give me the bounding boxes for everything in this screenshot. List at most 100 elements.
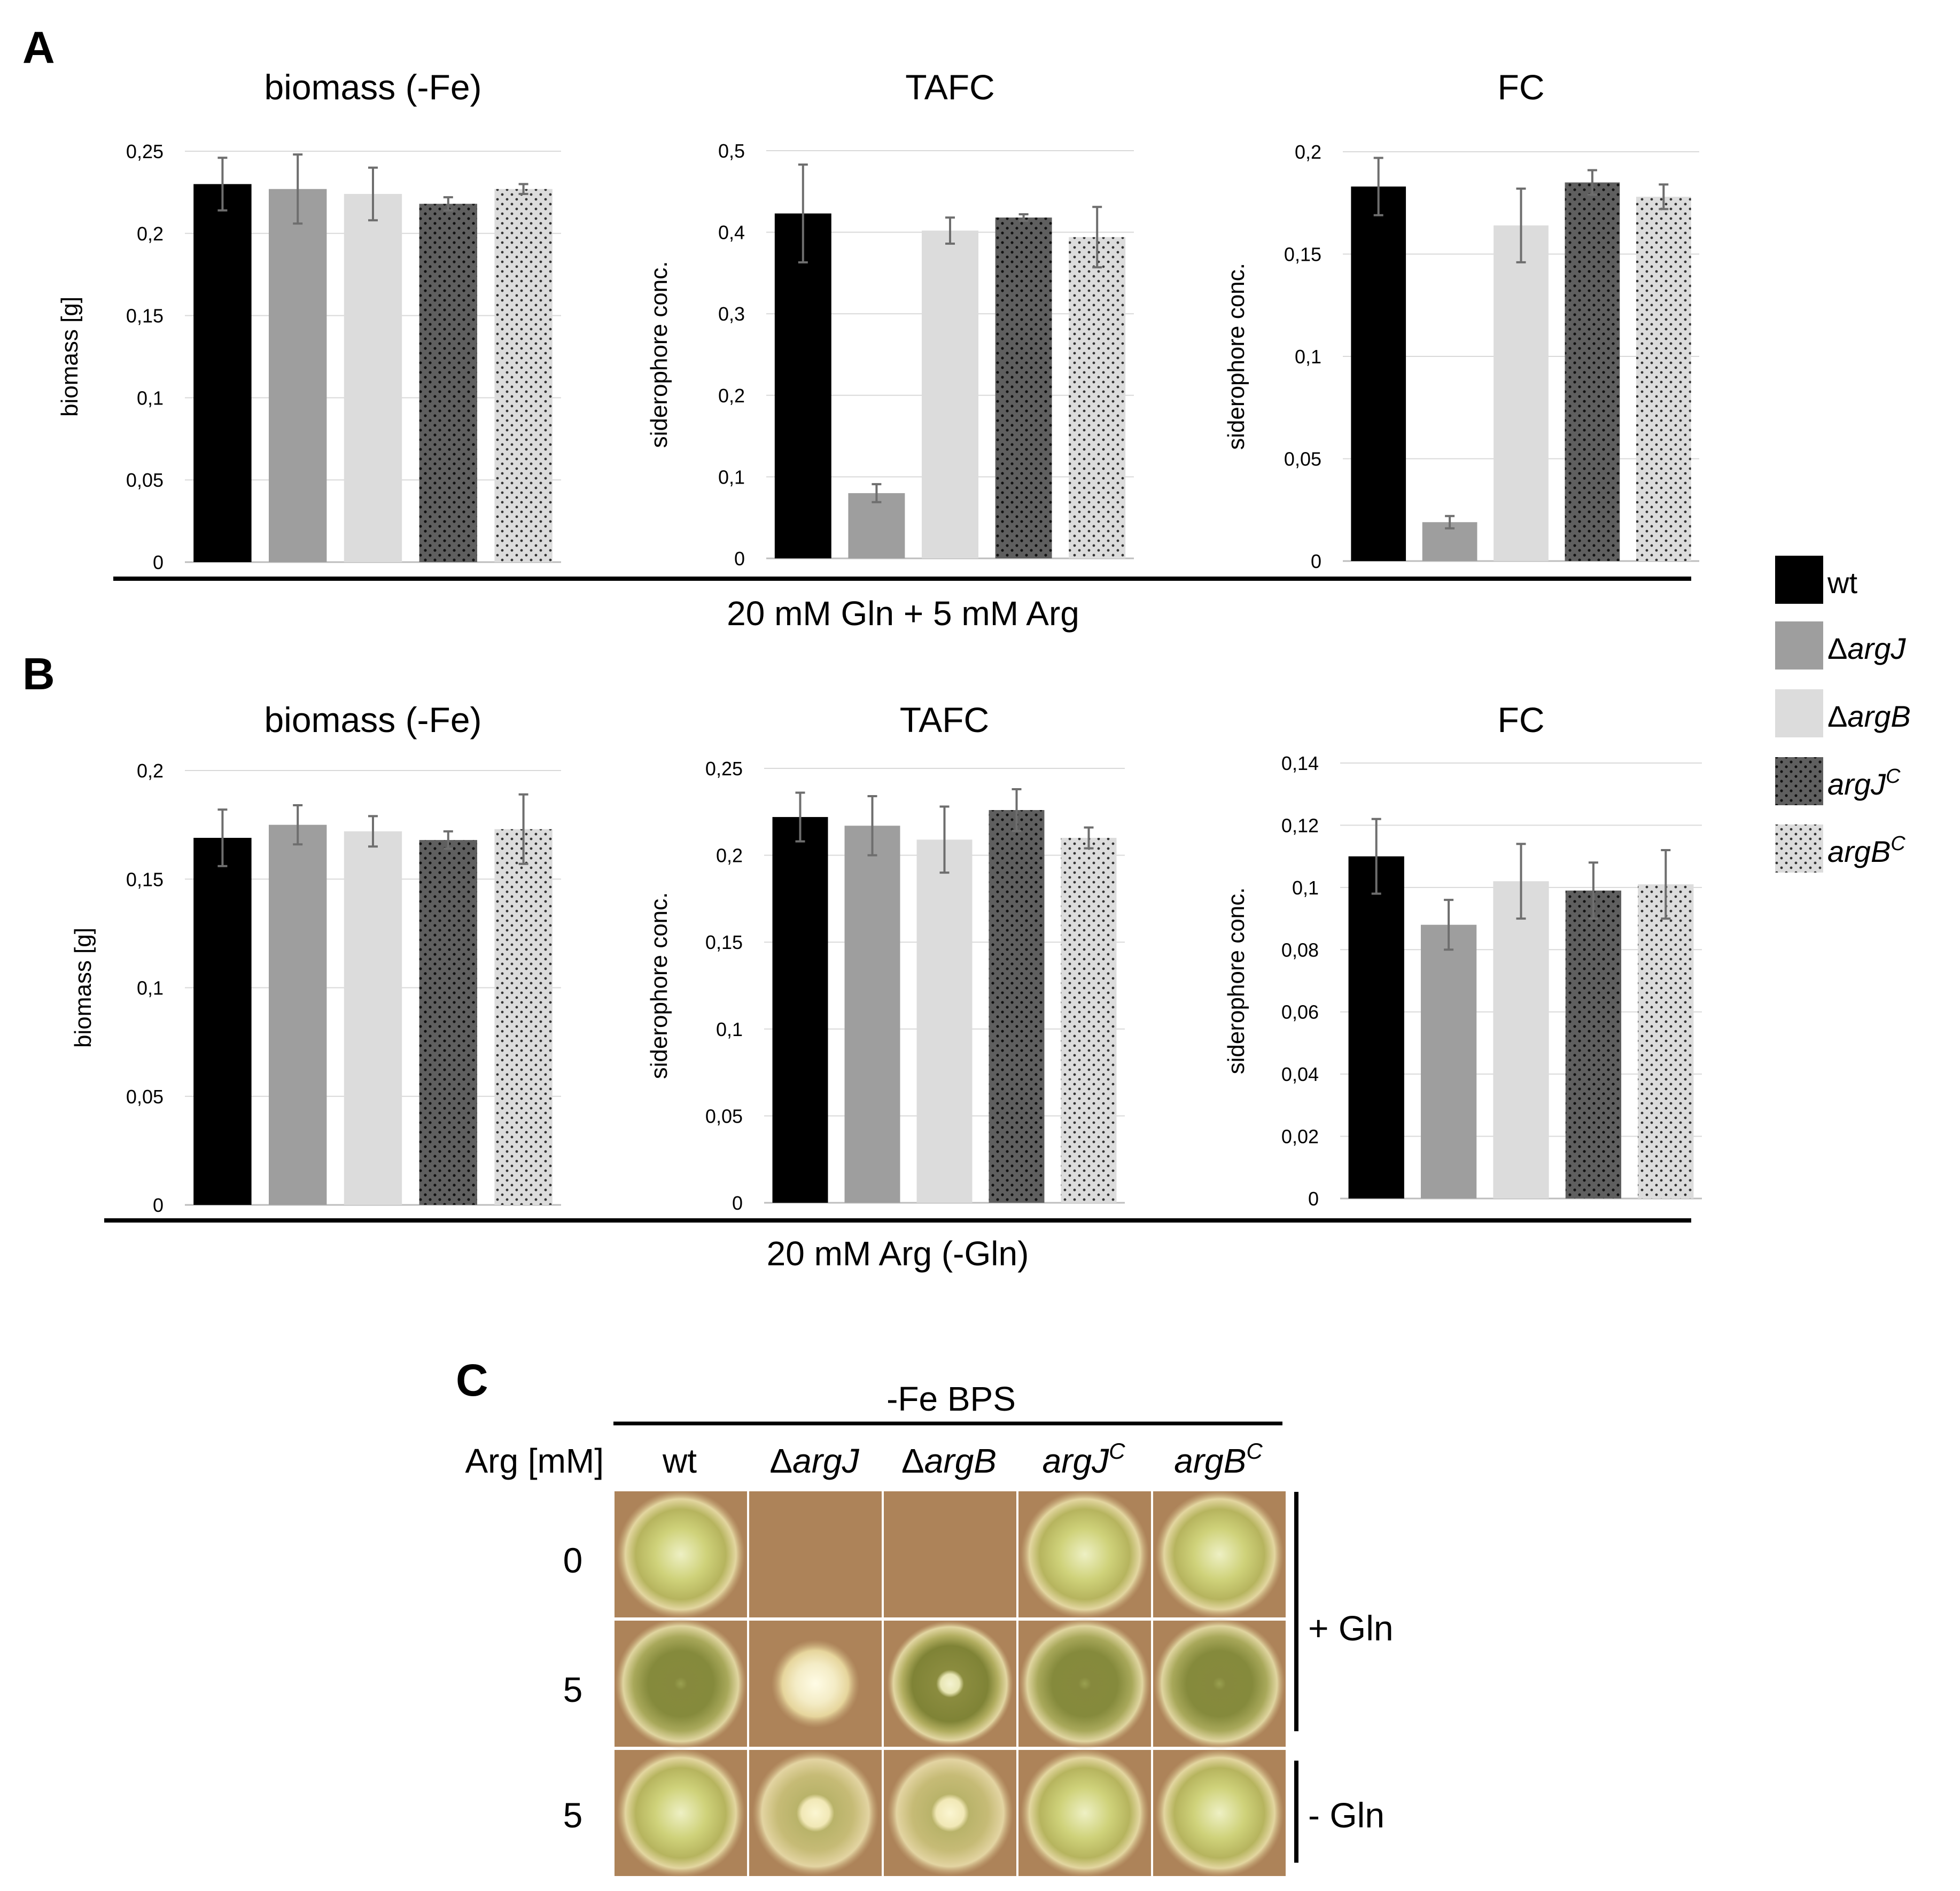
b-tafc-tick-label: 0,25 (705, 758, 743, 780)
panel-c-col-argbc: argBC (1174, 1438, 1263, 1480)
b-fc-tick-label: 0,02 (1281, 1126, 1319, 1148)
a-biomass-bar-dargj (268, 189, 327, 562)
a-fc-tick-label: 0,15 (1284, 244, 1321, 266)
colony-r2-dargj (752, 1750, 878, 1876)
colony-r0-argbc (1155, 1490, 1284, 1619)
panel-c-colony-grid: -Fe BPS Arg [mM] wt ΔargJ ΔargB argJC ar… (465, 1380, 1394, 1878)
b-biomass-bar-argjc (419, 840, 478, 1205)
b-tafc-bar-wt (772, 817, 828, 1203)
a-tafc-tick-label: 0,1 (718, 466, 745, 488)
panel-c-row-label-0: 0 (563, 1540, 583, 1580)
plate-sheen (749, 1491, 882, 1617)
b-fc-tick-label: 0 (1308, 1188, 1319, 1210)
legend-label-dargb: ΔargB (1827, 699, 1911, 733)
legend-swatch-argjc (1775, 757, 1823, 805)
a-fc-ylabel: siderophore conc. (1223, 263, 1249, 450)
panel-c-col-argjc: argJC (1043, 1438, 1126, 1480)
b-tafc-tick-label: 0,05 (705, 1105, 743, 1127)
b-tafc-title: TAFC (900, 700, 989, 740)
gln-plus-label: + Gln (1308, 1608, 1394, 1648)
panel-c-col-wt: wt (662, 1442, 697, 1480)
a-biomass-tick-label: 0 (153, 551, 164, 573)
legend: wt ΔargJ ΔargB argJC argBC (1775, 556, 1911, 873)
a-biomass-ylabel: biomass [g] (57, 297, 83, 417)
a-biomass-tick-label: 0,1 (137, 387, 164, 409)
b-tafc-bar-argbc (1061, 838, 1117, 1203)
b-tafc-tick-label: 0,2 (716, 845, 743, 867)
b-fc-bar-argbc (1638, 884, 1694, 1199)
a-biomass-bar-argjc (419, 204, 478, 562)
b-fc-bar-wt (1348, 856, 1404, 1199)
b-biomass-bar-argbc (494, 829, 553, 1205)
colony-r2-argjc (1020, 1748, 1149, 1878)
panel-c-row-label-1: 5 (563, 1670, 583, 1709)
colony-plates (615, 1490, 1286, 1878)
legend-label-argbc: argBC (1827, 832, 1905, 868)
b-biomass-title: biomass (-Fe) (264, 700, 481, 740)
b-biomass-bar-dargb (344, 831, 402, 1205)
a-fc-bar-argjc (1565, 182, 1620, 561)
b-biomass-tick-label: 0,05 (126, 1086, 164, 1108)
b-biomass-ylabel: biomass [g] (70, 928, 96, 1048)
a-tafc-bar-wt (774, 213, 831, 558)
b-fc-tick-label: 0,08 (1281, 939, 1319, 961)
a-fc-bar-wt (1351, 186, 1406, 561)
legend-swatch-dargj (1775, 621, 1823, 670)
legend-label-argjc: argJC (1827, 765, 1901, 801)
colony-r0-wt (616, 1490, 745, 1619)
chart-a-tafc: TAFC 0 0,1 0,2 0,3 0,4 0,5 siderophore conc. (646, 67, 1134, 570)
legend-swatch-argbc (1775, 824, 1823, 873)
colony-r1-wt (615, 1618, 746, 1749)
panel-c-header: -Fe BPS (886, 1380, 1016, 1418)
panel-letter-c: C (456, 1355, 488, 1405)
a-fc-tick-label: 0,1 (1295, 346, 1321, 368)
plate-sheen (884, 1491, 1016, 1617)
a-tafc-tick-label: 0,4 (718, 222, 745, 244)
a-biomass-bar-dargb (344, 193, 402, 562)
a-biomass-bar-wt (193, 184, 252, 562)
panel-letter-b: B (22, 649, 55, 699)
plate-r0-dargj (749, 1491, 882, 1617)
b-tafc-bar-dargb (916, 839, 973, 1203)
b-fc-title: FC (1498, 700, 1545, 740)
b-biomass-bar-dargj (268, 824, 327, 1205)
a-fc-tick-label: 0,2 (1295, 141, 1321, 163)
chart-a-fc: FC 0 0,05 0,1 0,15 0,2 siderophore conc. (1223, 67, 1699, 572)
a-tafc-bar-dargb (922, 230, 978, 559)
gln-minus-label: - Gln (1308, 1795, 1385, 1835)
chart-b-tafc: TAFC 0 0,05 0,1 0,15 0,2 0,25 siderophore conc. (646, 700, 1125, 1214)
b-fc-bar-argjc (1565, 890, 1622, 1199)
a-biomass-tick-label: 0,25 (126, 141, 164, 162)
a-tafc-bar-argbc (1069, 237, 1126, 559)
a-fc-tick-label: 0,05 (1284, 448, 1321, 470)
b-biomass-tick-label: 0,1 (137, 977, 164, 999)
a-tafc-bar-argjc (995, 217, 1052, 559)
a-tafc-bar-dargj (848, 493, 905, 558)
legend-swatch-wt (1775, 556, 1823, 604)
b-fc-tick-label: 0,14 (1281, 752, 1319, 774)
a-fc-bar-argbc (1636, 197, 1691, 561)
legend-label-dargj: ΔargJ (1827, 632, 1906, 665)
b-biomass-tick-label: 0,2 (137, 760, 164, 782)
a-tafc-title: TAFC (905, 67, 994, 107)
b-fc-tick-label: 0,1 (1292, 877, 1319, 899)
colony-r2-argbc (1155, 1748, 1284, 1878)
colony-r1-argbc (1154, 1618, 1285, 1749)
chart-a-biomass: biomass (-Fe) 0 0,05 0,1 0,15 0,2 0,25 biomass … (57, 67, 561, 573)
a-tafc-ylabel: siderophore conc. (646, 261, 672, 448)
a-tafc-tick-label: 0,2 (718, 385, 745, 407)
b-tafc-tick-label: 0,15 (705, 931, 743, 953)
b-tafc-bar-dargj (844, 826, 900, 1203)
b-fc-tick-label: 0,04 (1281, 1063, 1319, 1085)
colony-r1-dargj (771, 1639, 860, 1728)
a-fc-tick-label: 0 (1311, 550, 1321, 572)
b-tafc-bar-argjc (989, 810, 1045, 1203)
a-tafc-tick-label: 0,5 (718, 140, 745, 162)
legend-swatch-dargb (1775, 689, 1823, 737)
b-biomass-tick-label: 0 (153, 1194, 164, 1216)
panel-a-condition: 20 mM Gln + 5 mM Arg (727, 594, 1079, 633)
a-biomass-bar-argbc (494, 189, 553, 562)
panel-c-col-dargb: ΔargB (901, 1442, 997, 1480)
a-fc-title: FC (1498, 67, 1545, 107)
